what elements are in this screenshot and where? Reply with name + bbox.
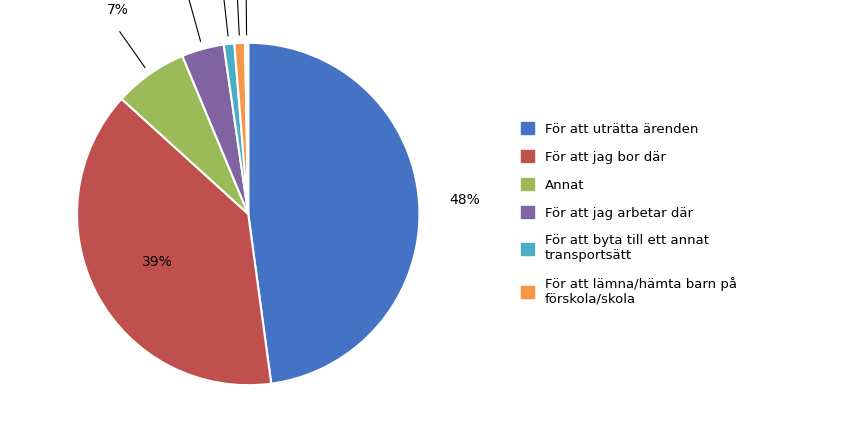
Text: 48%: 48% (449, 193, 480, 208)
Text: 39%: 39% (142, 255, 173, 269)
Wedge shape (182, 45, 248, 214)
Wedge shape (122, 56, 248, 214)
Wedge shape (223, 43, 248, 214)
Wedge shape (235, 43, 248, 214)
Text: 7%: 7% (107, 3, 129, 17)
Wedge shape (248, 43, 419, 383)
Wedge shape (77, 99, 271, 385)
Wedge shape (245, 43, 248, 214)
Legend: För att uträtta ärenden, För att jag bor där, Annat, För att jag arbetar där, Fö: För att uträtta ärenden, För att jag bor… (521, 122, 737, 306)
